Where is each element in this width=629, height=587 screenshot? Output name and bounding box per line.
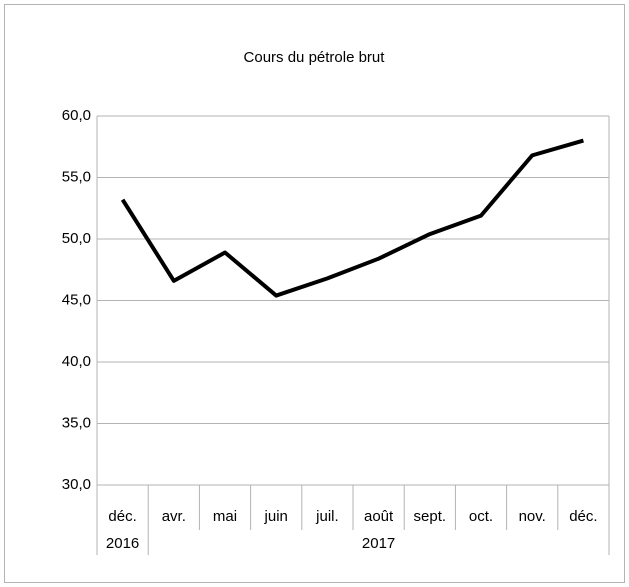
chart-border xyxy=(4,4,625,583)
x-tick-label: nov. xyxy=(519,508,546,525)
x-tick-label: sept. xyxy=(414,508,447,525)
x-tick-label: juil. xyxy=(315,508,339,525)
x-tick-label: juin xyxy=(264,508,288,525)
x-tick-label: déc. xyxy=(108,508,136,525)
group-label: 2016 xyxy=(106,535,139,552)
y-tick-label: 30,0 xyxy=(62,476,91,493)
y-tick-label: 35,0 xyxy=(62,414,91,431)
x-tick-label: oct. xyxy=(469,508,493,525)
y-tick-label: 55,0 xyxy=(62,168,91,185)
group-label: 2017 xyxy=(362,535,395,552)
y-tick-label: 50,0 xyxy=(62,230,91,247)
chart-title: Cours du pétrole brut xyxy=(244,49,386,66)
x-tick-label: août xyxy=(364,508,394,525)
y-tick-label: 45,0 xyxy=(62,291,91,308)
y-tick-label: 60,0 xyxy=(62,107,91,124)
x-tick-label: mai xyxy=(213,508,237,525)
y-tick-label: 40,0 xyxy=(62,353,91,370)
x-tick-label: avr. xyxy=(162,508,186,525)
x-tick-label: déc. xyxy=(569,508,597,525)
series-line xyxy=(120,138,584,298)
